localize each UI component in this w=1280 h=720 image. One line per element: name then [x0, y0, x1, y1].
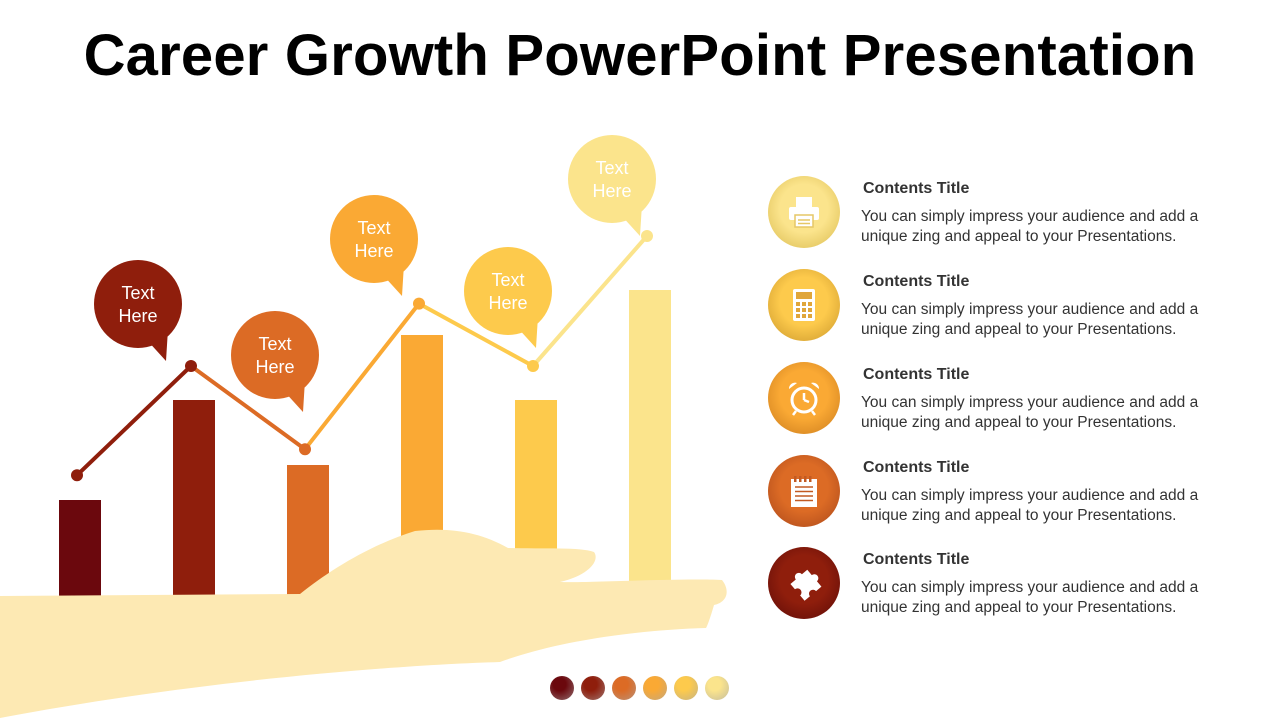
callout-bubble-2: Text Here	[231, 311, 319, 412]
item-desc-3: You can simply impress your audience and…	[861, 394, 1199, 431]
callout-bubble-5: Text Here	[568, 135, 656, 236]
puzzle-icon	[790, 569, 822, 601]
icon-circle-3	[768, 362, 840, 434]
callout-text-5-line2: Here	[592, 181, 631, 201]
callout-text-4-line2: Here	[488, 293, 527, 313]
trend-segment-4	[417, 301, 535, 368]
callout-bubble-1: Text Here	[94, 260, 182, 361]
bar-2	[173, 400, 215, 600]
trend-point-4	[413, 297, 425, 310]
trend-point-6	[641, 230, 653, 242]
alarm-clock-icon	[788, 382, 820, 416]
item-desc-1: You can simply impress your audience and…	[861, 208, 1199, 245]
callout-text-1-line2: Here	[118, 306, 157, 326]
item-title-2: Contents Title	[863, 273, 970, 290]
color-dots	[550, 676, 729, 700]
item-title-4: Contents Title	[863, 459, 970, 476]
trend-segment-5	[531, 234, 649, 368]
callout-bubble-4: Text Here	[464, 247, 552, 348]
printer-icon	[789, 197, 819, 228]
color-dot-6	[705, 676, 729, 700]
item-desc-2: You can simply impress your audience and…	[861, 301, 1199, 338]
trend-point-1	[71, 469, 83, 482]
trend-point-5	[527, 360, 539, 372]
icon-circle-4	[768, 455, 840, 527]
content-item-3: Contents Title You can simply impress yo…	[768, 362, 1238, 442]
callout-text-3-line2: Here	[354, 241, 393, 261]
callout-text-4-line1: Text	[491, 270, 524, 290]
content-item-2: Contents Title You can simply impress yo…	[768, 269, 1238, 349]
icon-circle-1	[768, 176, 840, 248]
page-title: Career Growth PowerPoint Presentation	[83, 23, 1197, 88]
trend-point-2	[185, 360, 197, 372]
growth-chart: Text Here Text Here Text Here Text Here Text Here	[0, 135, 727, 718]
color-dot-1	[550, 676, 574, 700]
bar-1	[59, 500, 101, 600]
notepad-icon	[791, 476, 817, 507]
bar-6	[629, 290, 671, 600]
item-title-5: Contents Title	[863, 551, 970, 568]
item-title-3: Contents Title	[863, 366, 970, 383]
color-dot-3	[612, 676, 636, 700]
content-item-4: Contents Title You can simply impress yo…	[768, 455, 1238, 535]
trend-segment-2	[189, 364, 307, 452]
item-desc-4: You can simply impress your audience and…	[861, 487, 1199, 524]
icon-circle-2	[768, 269, 840, 341]
callout-text-2-line2: Here	[255, 357, 294, 377]
callout-text-2-line1: Text	[258, 334, 291, 354]
callout-group: Text Here Text Here Text Here Text Here Text Here	[94, 135, 656, 412]
calculator-icon	[793, 289, 815, 321]
content-item-5: Contents Title You can simply impress yo…	[768, 547, 1238, 627]
trend-segment-1	[75, 364, 193, 478]
color-dot-4	[643, 676, 667, 700]
item-title-1: Contents Title	[863, 180, 970, 197]
callout-bubble-3: Text Here	[330, 195, 418, 296]
content-item-1: Contents Title You can simply impress yo…	[768, 176, 1238, 256]
callout-text-1-line1: Text	[121, 283, 154, 303]
bar-3	[287, 465, 329, 600]
trend-segment-3	[303, 301, 421, 452]
trend-point-3	[299, 443, 311, 456]
icon-circle-5	[768, 547, 840, 619]
item-desc-5: You can simply impress your audience and…	[861, 579, 1199, 616]
color-dot-5	[674, 676, 698, 700]
callout-text-5-line1: Text	[595, 158, 628, 178]
callout-text-3-line1: Text	[357, 218, 390, 238]
hand-illustration	[0, 529, 727, 718]
trend-line-group	[71, 230, 653, 482]
color-dot-2	[581, 676, 605, 700]
